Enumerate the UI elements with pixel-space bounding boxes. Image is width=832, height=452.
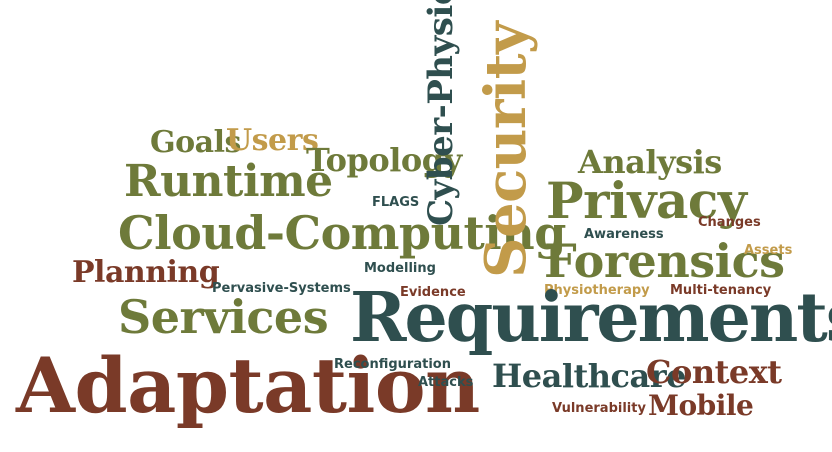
word-evidence: Evidence [400,285,466,300]
word-adaptation: Adaptation [16,341,480,430]
word-analysis: Analysis [578,143,722,181]
word-vulnerability: Vulnerability [552,401,646,416]
word-planning: Planning [72,255,220,290]
word-physiotherapy: Physiotherapy [544,283,650,298]
word-flags: FLAGS [372,195,420,210]
word-pervasive-systems: Pervasive-Systems [212,281,351,296]
word-topology: Topology [306,141,462,179]
word-changes: Changes [698,215,761,230]
word-goals: Goals [150,125,241,160]
word-attacks: Attacks [418,375,474,390]
word-assets: Assets [744,243,793,258]
word-awareness: Awareness [584,227,664,242]
word-forensics: Forensics [544,234,785,288]
word-runtime: Runtime [124,156,333,207]
word-privacy: Privacy [546,171,747,230]
word-healthcare: Healthcare [492,357,686,395]
word-requirements: Requirements [350,278,832,358]
word-services: Services [118,290,329,344]
word-mobile: Mobile [648,389,754,422]
word-multi-tenancy: Multi-tenancy [670,283,772,298]
word-cloud-computing: Cloud-Computing [118,206,566,260]
word-reconfiguration: Reconfiguration [334,357,451,372]
word-context: Context [646,353,782,391]
word-users: Users [226,123,319,158]
word-cyber-physical: Cyber-Physical [421,0,461,226]
word-modelling: Modelling [364,261,436,276]
word-security: Security [473,21,539,278]
